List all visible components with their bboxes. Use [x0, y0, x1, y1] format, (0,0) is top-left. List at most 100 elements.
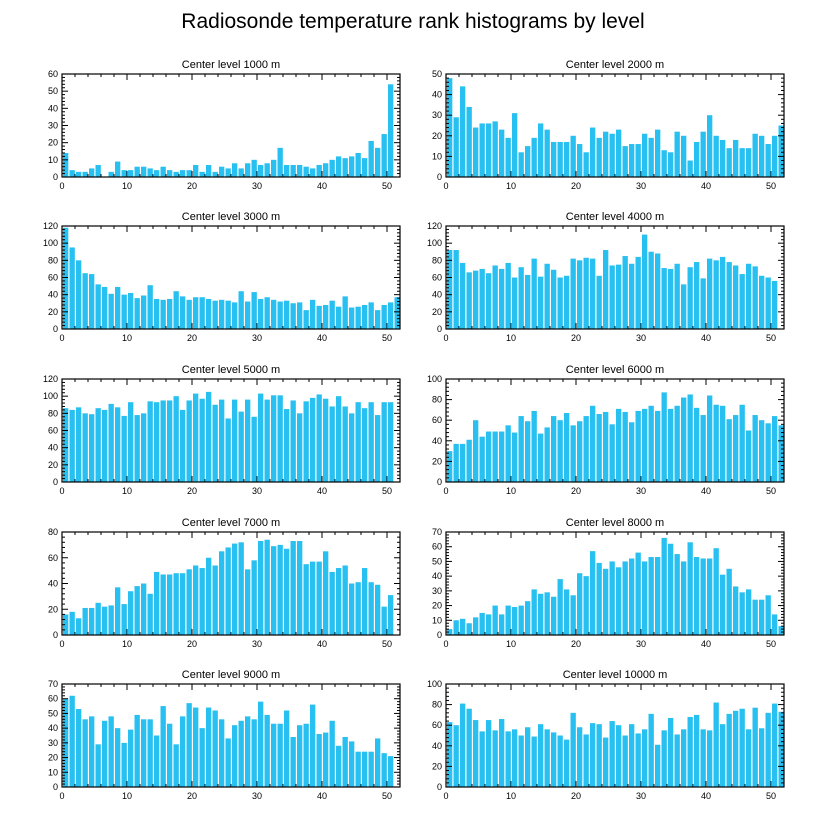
- bar: [310, 299, 316, 329]
- bar: [538, 724, 544, 787]
- bar: [108, 293, 114, 329]
- y-tick-label: 30: [432, 586, 442, 596]
- bar: [759, 420, 765, 482]
- bar: [173, 744, 179, 787]
- bar: [512, 729, 518, 787]
- bar: [238, 168, 244, 177]
- bar: [733, 415, 739, 482]
- bar: [674, 734, 680, 787]
- y-tick-label: 0: [53, 172, 58, 182]
- bar: [531, 258, 537, 329]
- bar: [108, 171, 114, 177]
- bar: [642, 561, 648, 635]
- bar: [310, 704, 316, 787]
- bar: [635, 733, 641, 787]
- bar: [245, 301, 251, 329]
- bar: [186, 703, 192, 787]
- bar: [674, 554, 680, 635]
- bar: [186, 170, 192, 177]
- bar: [199, 297, 205, 329]
- bar: [453, 117, 459, 177]
- bar: [355, 582, 361, 635]
- bar: [512, 277, 518, 329]
- panel-title: Center level 10000 m: [563, 669, 668, 681]
- bar: [668, 543, 674, 635]
- bar: [603, 411, 609, 482]
- x-tick-label: 0: [59, 333, 64, 343]
- bar: [648, 557, 654, 635]
- y-tick-label: 60: [432, 720, 442, 730]
- bar: [733, 139, 739, 177]
- bar: [115, 728, 121, 787]
- bar: [115, 286, 121, 329]
- bar: [447, 629, 453, 635]
- x-tick-label: 20: [571, 181, 581, 191]
- bar: [108, 403, 114, 482]
- bar: [629, 263, 635, 329]
- bar: [544, 427, 550, 482]
- bar: [557, 579, 563, 635]
- bar: [82, 273, 88, 329]
- bar: [199, 171, 205, 177]
- y-tick-label: 50: [432, 556, 442, 566]
- y-tick-label: 60: [432, 415, 442, 425]
- bar: [199, 728, 205, 787]
- bar: [570, 258, 576, 329]
- bar: [518, 152, 524, 177]
- x-tick-label: 50: [766, 333, 776, 343]
- panel-4: Center level 4000 m 0 10 20 30 40 50 0 20 40 60 80 1…: [427, 211, 785, 343]
- bar: [681, 561, 687, 635]
- bar: [128, 170, 134, 177]
- y-tick-label: 40: [432, 90, 442, 100]
- bar: [525, 727, 531, 787]
- x-tick-label: 40: [701, 486, 711, 496]
- x-tick-label: 20: [187, 791, 197, 801]
- bar: [759, 275, 765, 329]
- bar: [355, 402, 361, 482]
- bar: [486, 123, 492, 177]
- x-tick-label: 50: [382, 181, 392, 191]
- panel-9: Center level 9000 m 0 10 20 30 40 50 0 10 20 30 40 5…: [48, 669, 401, 801]
- bar: [323, 304, 329, 329]
- bar: [89, 716, 95, 787]
- bar: [115, 161, 121, 177]
- bar: [199, 568, 205, 635]
- bar: [69, 247, 75, 329]
- bar: [173, 171, 179, 177]
- bar: [329, 571, 335, 635]
- bar: [739, 592, 745, 635]
- bar: [284, 409, 290, 482]
- x-tick-label: 0: [443, 181, 448, 191]
- bar: [622, 146, 628, 177]
- bar: [577, 421, 583, 482]
- y-tick-label: 40: [432, 436, 442, 446]
- bar: [394, 297, 400, 329]
- x-tick-label: 40: [317, 486, 327, 496]
- bar: [349, 583, 355, 635]
- bar: [368, 751, 374, 787]
- panel-3: Center level 3000 m 0 10 20 30 40 50 0 20 40 60 80 1…: [43, 211, 401, 343]
- y-tick-label: 100: [427, 374, 442, 384]
- bar: [160, 574, 166, 635]
- y-tick-label: 20: [432, 761, 442, 771]
- bar: [297, 413, 303, 482]
- bar: [232, 302, 238, 329]
- x-tick-label: 20: [187, 639, 197, 649]
- bar: [681, 284, 687, 329]
- bar: [577, 727, 583, 787]
- bar: [173, 573, 179, 635]
- x-tick-label: 10: [506, 181, 516, 191]
- x-tick-label: 20: [187, 333, 197, 343]
- y-tick-label: 60: [432, 273, 442, 283]
- bar: [674, 131, 680, 177]
- y-tick-label: 0: [437, 477, 442, 487]
- bar: [89, 274, 95, 329]
- bar: [590, 723, 596, 787]
- bar: [121, 294, 127, 329]
- x-tick-label: 30: [636, 486, 646, 496]
- bar: [622, 411, 628, 482]
- bar: [303, 723, 309, 787]
- bar: [746, 589, 752, 635]
- bar: [733, 265, 739, 329]
- bar: [551, 416, 557, 482]
